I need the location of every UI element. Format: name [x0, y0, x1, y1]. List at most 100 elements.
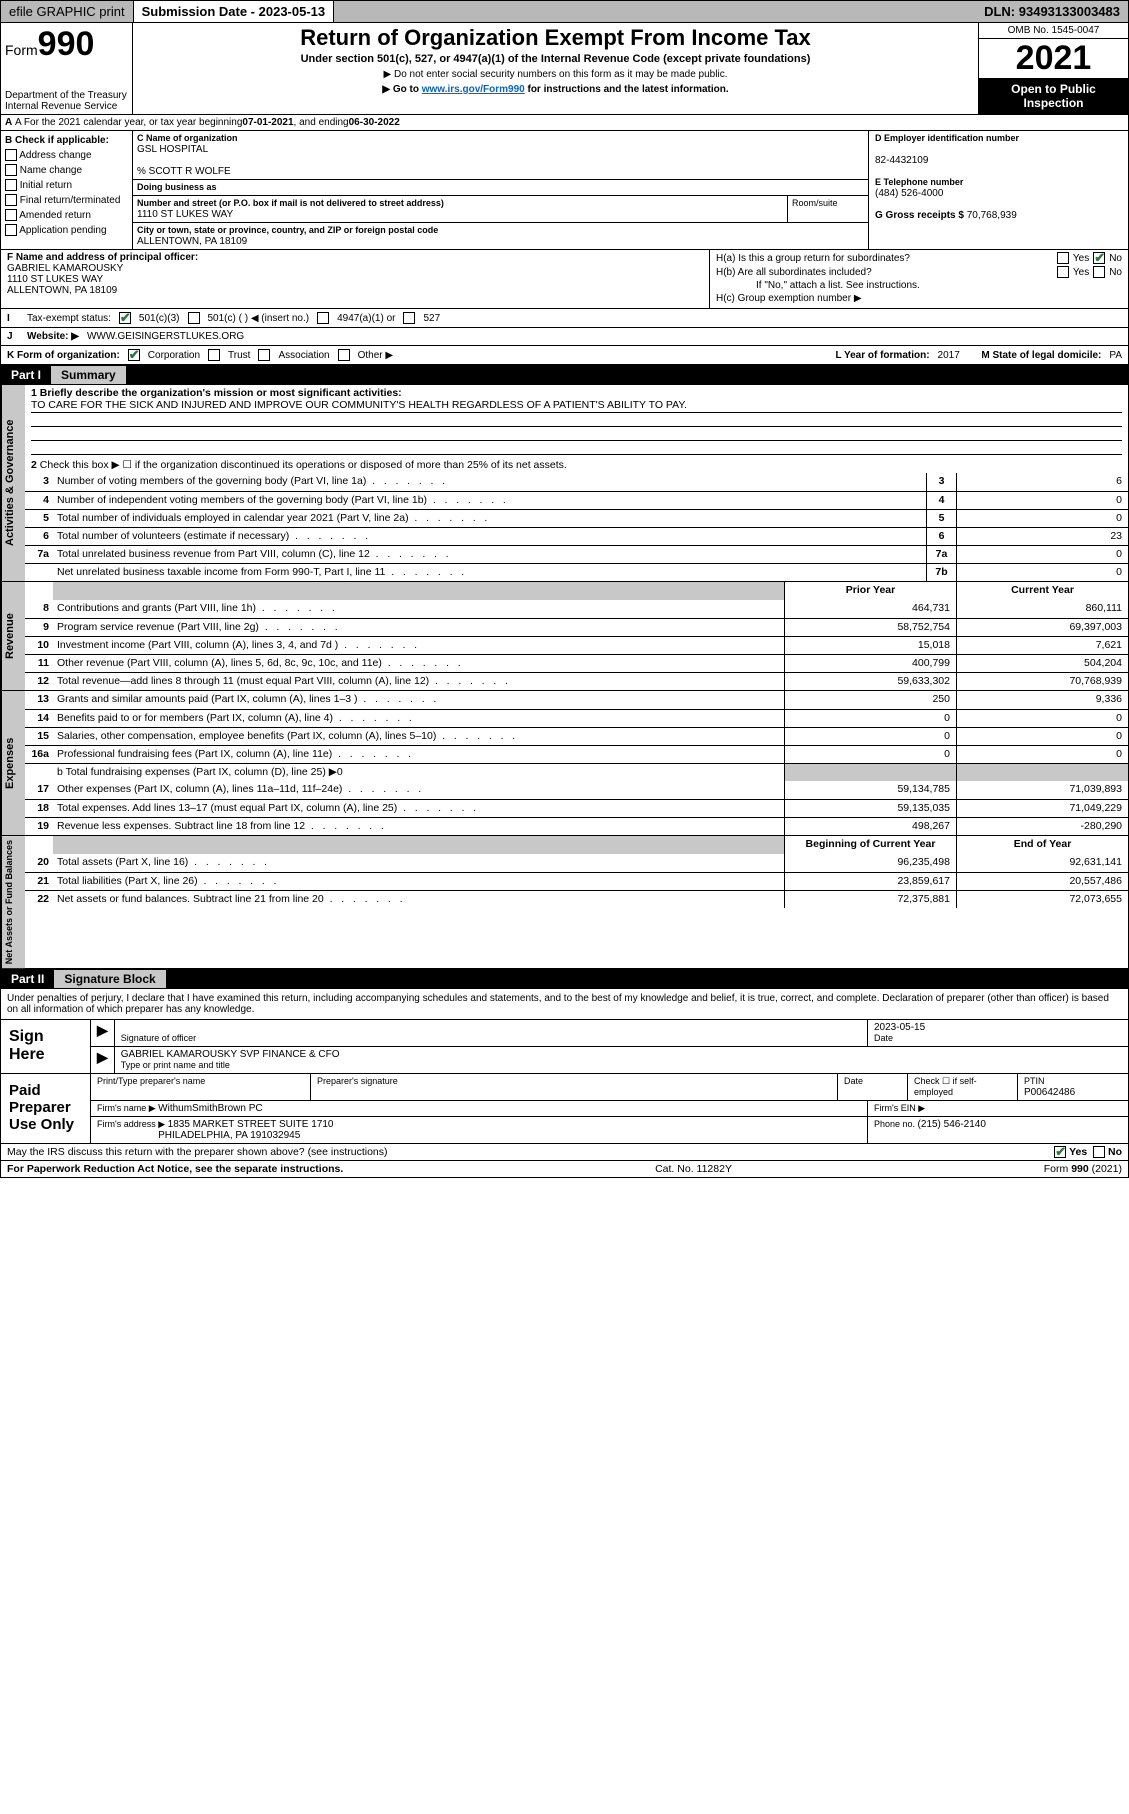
row-text: Net unrelated business taxable income fr… [53, 564, 926, 581]
i-501c: 501(c) ( ) ◀ (insert no.) [208, 313, 310, 324]
chk-pending[interactable] [5, 224, 17, 236]
row-num: 5 [25, 510, 53, 527]
paid-preparer-label: Paid Preparer Use Only [1, 1074, 91, 1143]
officer-printed: GABRIEL KAMAROUSKY SVP FINANCE & CFO [121, 1049, 340, 1060]
form-no: 990 [38, 25, 95, 63]
dln-label: DLN: [984, 4, 1019, 19]
current-year: 0 [956, 746, 1128, 763]
gov-row: 6 Total number of volunteers (estimate i… [25, 527, 1128, 545]
current-year: 504,204 [956, 655, 1128, 672]
row-box: 6 [926, 528, 956, 545]
arrow-icon: ▶ [91, 1047, 115, 1073]
current-year: 7,621 [956, 637, 1128, 654]
note-goto: ▶ Go to www.irs.gov/Form990 for instruct… [139, 84, 972, 95]
prior-year: 58,752,754 [784, 619, 956, 636]
chk-name-change[interactable] [5, 164, 17, 176]
chk-501c[interactable] [188, 312, 200, 324]
ha-no[interactable] [1093, 252, 1105, 264]
discuss-yes-lbl: Yes [1069, 1146, 1087, 1158]
k-corp: Corporation [148, 350, 200, 361]
current-year: 860,111 [956, 600, 1128, 618]
goto-post: for instructions and the latest informat… [525, 84, 729, 95]
row-text: Other revenue (Part VIII, column (A), li… [53, 655, 784, 672]
subdate-value: 2023-05-13 [259, 4, 326, 19]
prep-self-emp: Check ☐ if self-employed [908, 1074, 1018, 1100]
row-num: 21 [25, 873, 53, 890]
mission-text: TO CARE FOR THE SICK AND INJURED AND IMP… [31, 399, 1122, 413]
hc-text: H(c) Group exemption number ▶ [716, 293, 862, 304]
row-num: 4 [25, 492, 53, 509]
header-right: OMB No. 1545-0047 2021 Open to Public In… [978, 23, 1128, 114]
row-num: 7a [25, 546, 53, 563]
discuss-yes[interactable] [1054, 1146, 1066, 1158]
sig-date-lbl: Date [874, 1033, 893, 1043]
chk-final[interactable] [5, 194, 17, 206]
part-ii-num: Part II [1, 970, 54, 988]
entity-block: B Check if applicable: Address change Na… [0, 131, 1129, 250]
hb-no[interactable] [1093, 266, 1105, 278]
form-subtitle: Under section 501(c), 527, or 4947(a)(1)… [139, 53, 972, 65]
chk-assoc[interactable] [258, 349, 270, 361]
table-row: 19 Revenue less expenses. Subtract line … [25, 817, 1128, 835]
current-year: 69,397,003 [956, 619, 1128, 636]
omb-number: OMB No. 1545-0047 [979, 23, 1128, 39]
row-text: Total number of volunteers (estimate if … [53, 528, 926, 545]
table-row: 16a Professional fundraising fees (Part … [25, 745, 1128, 763]
rowa-mid: , and ending [294, 117, 349, 128]
opt-initial: Initial return [20, 180, 72, 191]
row-val: 6 [956, 473, 1128, 491]
chk-other[interactable] [338, 349, 350, 361]
chk-trust[interactable] [208, 349, 220, 361]
hb-yes-lbl: Yes [1073, 267, 1089, 278]
m-lbl: M State of legal domicile: [981, 350, 1101, 361]
table-row: 14 Benefits paid to or for members (Part… [25, 709, 1128, 727]
row-text: Total expenses. Add lines 13–17 (must eq… [53, 800, 784, 817]
prior-year: 59,633,302 [784, 673, 956, 690]
year-formation: 2017 [938, 350, 960, 361]
c-dba-row: Doing business as [133, 180, 868, 196]
tab-governance: Activities & Governance [1, 385, 25, 581]
chk-501c3[interactable] [119, 312, 131, 324]
officer-addr1: 1110 ST LUKES WAY [7, 274, 103, 285]
row-j: JWebsite: ▶ WWW.GEISINGERSTLUKES.ORG [0, 328, 1129, 346]
prior-year: 0 [784, 710, 956, 727]
part-i-title: Summary [51, 366, 126, 384]
row-text: Salaries, other compensation, employee b… [53, 728, 784, 745]
row-box: 7a [926, 546, 956, 563]
chk-corp[interactable] [128, 349, 140, 361]
hdr-curr: Current Year [956, 582, 1128, 600]
l16b-text: b Total fundraising expenses (Part IX, c… [57, 766, 343, 778]
box-deg: D Employer identification number 82-4432… [868, 131, 1128, 249]
row-text: Professional fundraising fees (Part IX, … [53, 746, 784, 763]
chk-4947[interactable] [317, 312, 329, 324]
discuss-no[interactable] [1093, 1146, 1105, 1158]
irs-link[interactable]: www.irs.gov/Form990 [422, 84, 525, 95]
chk-address-change[interactable] [5, 149, 17, 161]
chk-amended[interactable] [5, 209, 17, 221]
l2-text: Check this box ▶ ☐ if the organization d… [40, 459, 567, 471]
row-text: Total number of individuals employed in … [53, 510, 926, 527]
rev-header-row: Prior Year Current Year [25, 582, 1128, 600]
prior-year: 498,267 [784, 818, 956, 835]
i-lbl: Tax-exempt status: [27, 313, 111, 324]
row-text: Program service revenue (Part VIII, line… [53, 619, 784, 636]
row-num: 10 [25, 637, 53, 654]
efile-label[interactable]: efile GRAPHIC print [1, 1, 134, 22]
faddr-lbl: Firm's address ▶ [97, 1119, 168, 1129]
chk-527[interactable] [403, 312, 415, 324]
chk-initial[interactable] [5, 179, 17, 191]
tab-net: Net Assets or Fund Balances [1, 836, 25, 968]
row-val: 0 [956, 564, 1128, 581]
prior-year: 59,135,035 [784, 800, 956, 817]
perjury-declaration: Under penalties of perjury, I declare th… [1, 989, 1128, 1020]
prep-sig-lbl: Preparer's signature [317, 1076, 398, 1086]
net-header-row: Beginning of Current Year End of Year [25, 836, 1128, 854]
row-num: 13 [25, 691, 53, 709]
ha-yes[interactable] [1057, 252, 1069, 264]
tab-expenses: Expenses [1, 691, 25, 835]
hb-yes[interactable] [1057, 266, 1069, 278]
row-num: 22 [25, 891, 53, 908]
row-num: 14 [25, 710, 53, 727]
cat-no: Cat. No. 11282Y [655, 1163, 732, 1175]
c-name-row: C Name of organization GSL HOSPITAL % SC… [133, 131, 868, 180]
